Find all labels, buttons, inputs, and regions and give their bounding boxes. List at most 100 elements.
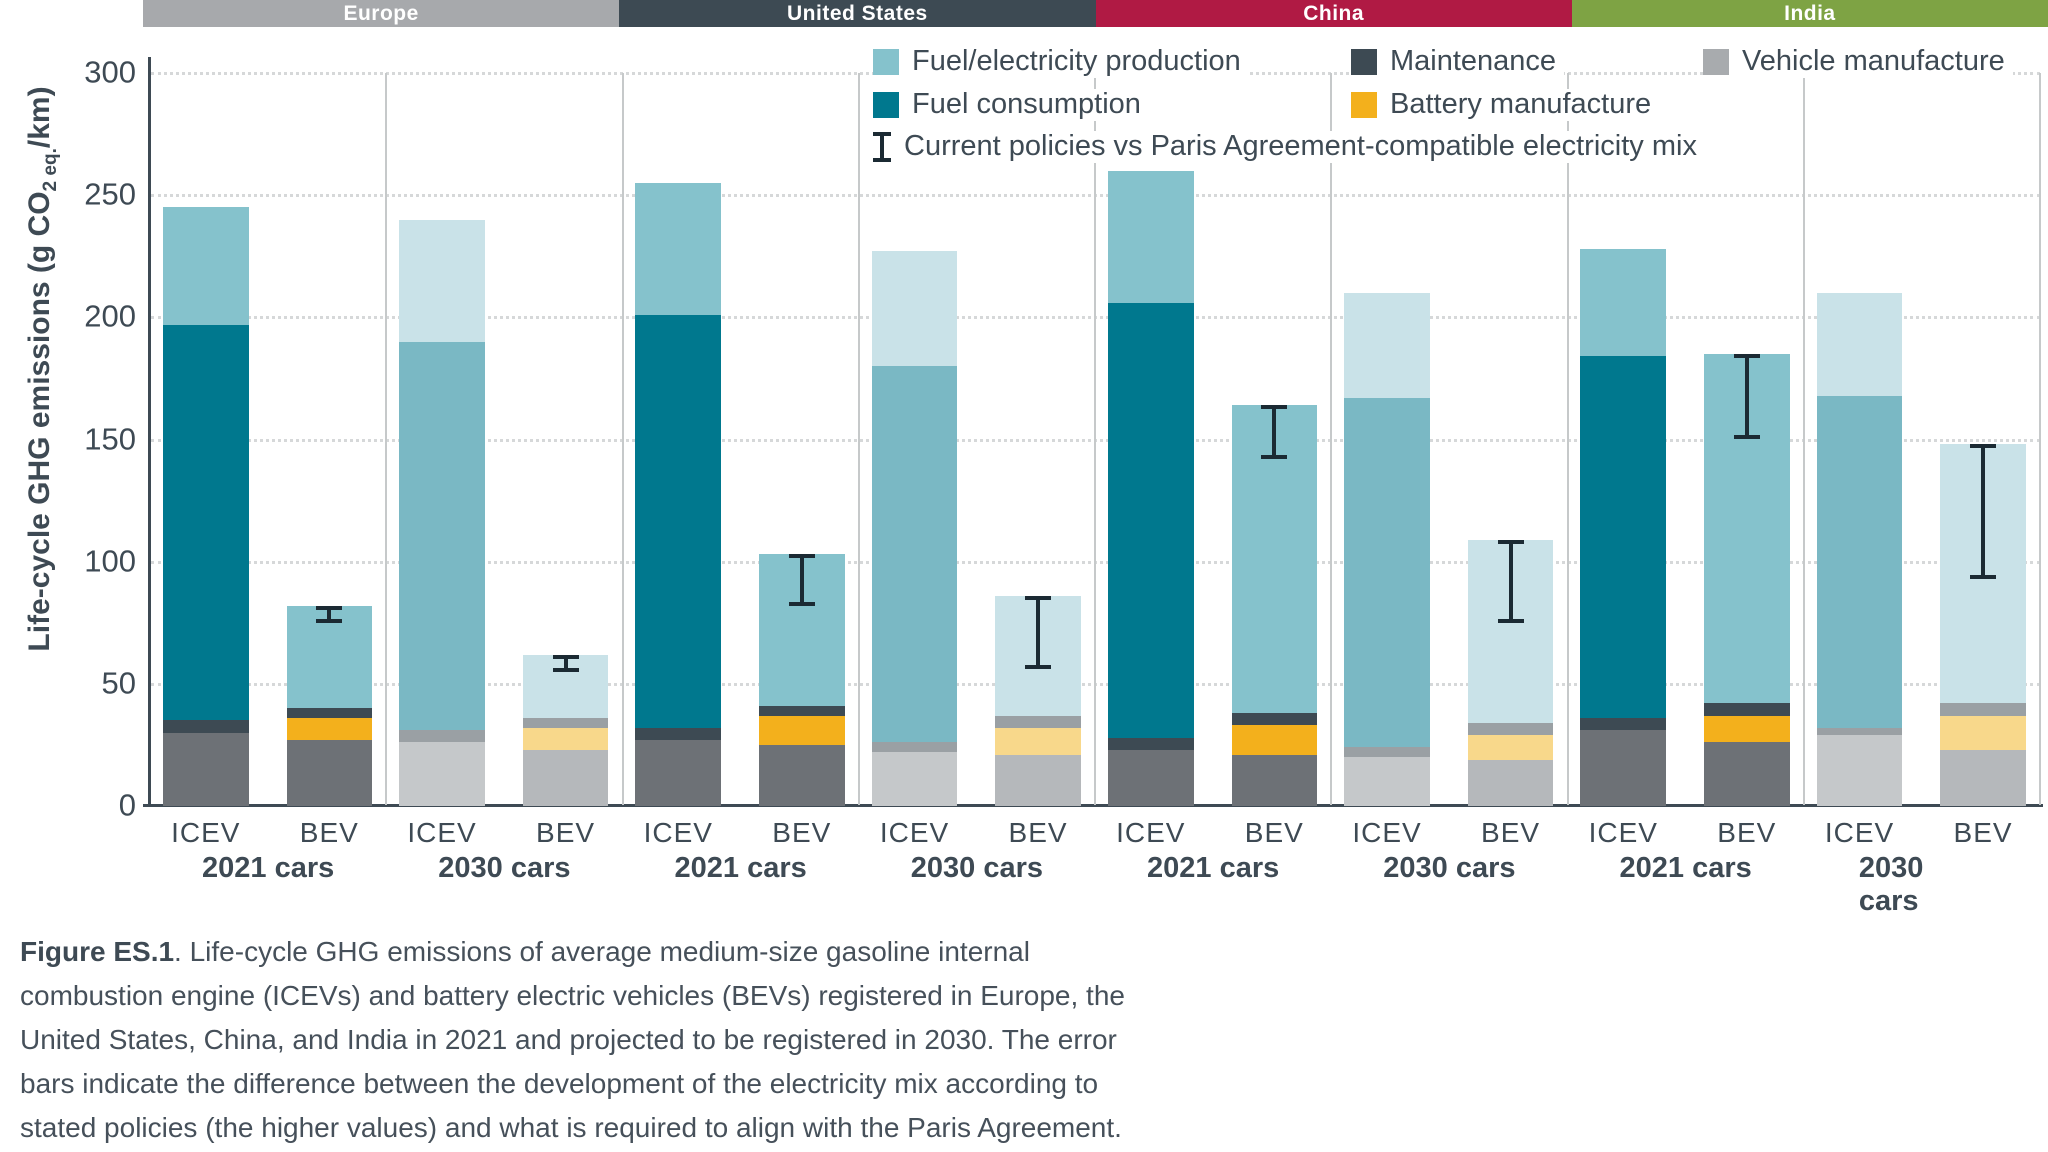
region-header-europe: Europe — [143, 0, 620, 27]
bar-segment-battery_manufacture — [1467, 735, 1554, 760]
legend-label: Fuel/electricity production — [912, 45, 1241, 77]
y-tick-label-50: 50 — [101, 665, 136, 701]
error-bar-stem — [799, 554, 804, 606]
region-header-band: Europe United States China India — [143, 0, 2048, 27]
bar-segment-maintenance — [1107, 737, 1194, 750]
error-bar-cap — [1261, 405, 1288, 410]
x-label-icev: ICEV — [879, 817, 950, 848]
bar-segment-maintenance — [522, 718, 609, 728]
group-separator — [857, 73, 860, 805]
bar-segment-fuel_electricity_production — [871, 251, 958, 367]
bar-segment-fuel_consumption — [1344, 397, 1430, 748]
y-tick-label-300: 300 — [84, 54, 136, 90]
bar-segment-maintenance — [1580, 718, 1666, 731]
group-label: 2030 cars — [1858, 852, 1924, 917]
error-bar-cap — [1025, 665, 1052, 670]
bar-segment-fuel_electricity_production — [1580, 248, 1666, 357]
error-bar-icon — [873, 131, 891, 162]
x-label-bev: BEV — [1717, 817, 1777, 848]
error-bar-stem — [327, 605, 332, 623]
legend-swatch — [873, 91, 899, 118]
group-separator — [1330, 73, 1333, 805]
x-label-bev: BEV — [536, 817, 596, 848]
bar-segment-vehicle_manufacture — [522, 749, 609, 806]
bar-segment-vehicle_manufacture — [871, 752, 958, 806]
legend-label: Vehicle manufacture — [1742, 45, 2005, 77]
group-separator — [1566, 73, 1569, 805]
error-bar-cap — [552, 667, 579, 672]
bar-segment-maintenance — [871, 742, 958, 753]
error-bar — [1261, 405, 1288, 460]
x-label-icev: ICEV — [171, 817, 241, 848]
legend-label: Current policies vs Paris Agreement-comp… — [904, 130, 1697, 162]
group-separator — [1094, 73, 1096, 805]
x-label-icev: ICEV — [407, 817, 477, 848]
bar-segment-battery_manufacture — [1704, 715, 1790, 743]
bar-segment-vehicle_manufacture — [162, 732, 249, 806]
bar-segment-battery_manufacture — [1231, 725, 1318, 755]
error-bar-cap — [788, 601, 815, 606]
bar-segment-maintenance — [759, 705, 845, 716]
bar-segment-maintenance — [1704, 703, 1790, 716]
bar-segment-fuel_electricity_production — [1344, 292, 1430, 398]
y-tick-label-0: 0 — [118, 787, 136, 823]
bar-segment-battery_manufacture — [522, 727, 609, 750]
x-label-icev: ICEV — [1116, 817, 1186, 848]
group-label: 2021 cars — [1147, 852, 1280, 884]
figure-caption: Figure ES.1. Life-cycle GHG emissions of… — [20, 930, 1138, 1150]
bar-segment-fuel_electricity_production — [286, 605, 373, 709]
x-label-icev: ICEV — [643, 817, 713, 848]
bar-segment-vehicle_manufacture — [1580, 730, 1666, 806]
bar-segment-vehicle_manufacture — [1467, 759, 1554, 806]
plot-right-edge — [2039, 73, 2041, 805]
bar-segment-battery_manufacture — [759, 715, 845, 745]
legend-label: Maintenance — [1390, 45, 1557, 77]
region-header-united-states: United States — [619, 0, 1096, 27]
bar-segment-maintenance — [635, 727, 721, 741]
bar-segment-battery_manufacture — [995, 727, 1081, 755]
error-bar-stem — [563, 654, 568, 672]
group-label: 2030 cars — [1383, 852, 1516, 884]
caption-text: . Life-cycle GHG emissions of average me… — [20, 936, 1125, 1143]
bar-segment-fuel_consumption — [162, 324, 249, 721]
bar-segment-fuel_consumption — [1107, 302, 1194, 738]
caption-figure-number: Figure ES.1 — [20, 936, 175, 967]
error-bar-cap — [316, 605, 343, 610]
legend-swatch — [1351, 48, 1377, 75]
error-bar-cap — [1025, 595, 1052, 600]
bar-segment-vehicle_manufacture — [1231, 754, 1318, 806]
bar-segment-fuel_consumption — [1580, 356, 1666, 719]
bar-segment-maintenance — [162, 720, 249, 733]
error-bar-stem — [1508, 539, 1513, 623]
bar-segment-maintenance — [1816, 727, 1903, 736]
error-bar — [788, 554, 815, 606]
bar-segment-vehicle_manufacture — [759, 744, 845, 806]
bar-segment-vehicle_manufacture — [995, 754, 1081, 806]
legend-swatch — [1351, 91, 1377, 118]
y-tick-label-150: 150 — [84, 420, 136, 456]
error-bar — [1025, 595, 1052, 670]
x-label-icev: ICEV — [1352, 817, 1422, 848]
error-bar — [1733, 353, 1760, 440]
y-tick-label-200: 200 — [84, 298, 136, 334]
error-bar-stem — [1036, 595, 1041, 670]
legend-label: Battery manufacture — [1390, 88, 1652, 120]
bar-segment-vehicle_manufacture — [1704, 742, 1790, 806]
error-bar-cap — [1733, 435, 1760, 440]
y-tick-label-100: 100 — [84, 542, 136, 578]
legend-swatch — [1703, 48, 1729, 75]
error-bar-stem — [1272, 405, 1277, 460]
bar-segment-maintenance — [286, 708, 373, 719]
legend-item-vehicle: Vehicle manufacture — [1703, 45, 2013, 78]
bar-segment-vehicle_manufacture — [1940, 749, 2026, 806]
group-separator — [385, 73, 388, 805]
error-bar-stem — [1981, 444, 1986, 579]
bar-segment-vehicle_manufacture — [635, 740, 721, 806]
group-label: 2021 cars — [202, 852, 335, 884]
bar-segment-maintenance — [1467, 722, 1554, 736]
error-bar — [1970, 444, 1997, 579]
region-header-india: India — [1571, 0, 2048, 27]
bar-segment-vehicle_manufacture — [1344, 757, 1430, 806]
bar-segment-maintenance — [1940, 703, 2026, 716]
